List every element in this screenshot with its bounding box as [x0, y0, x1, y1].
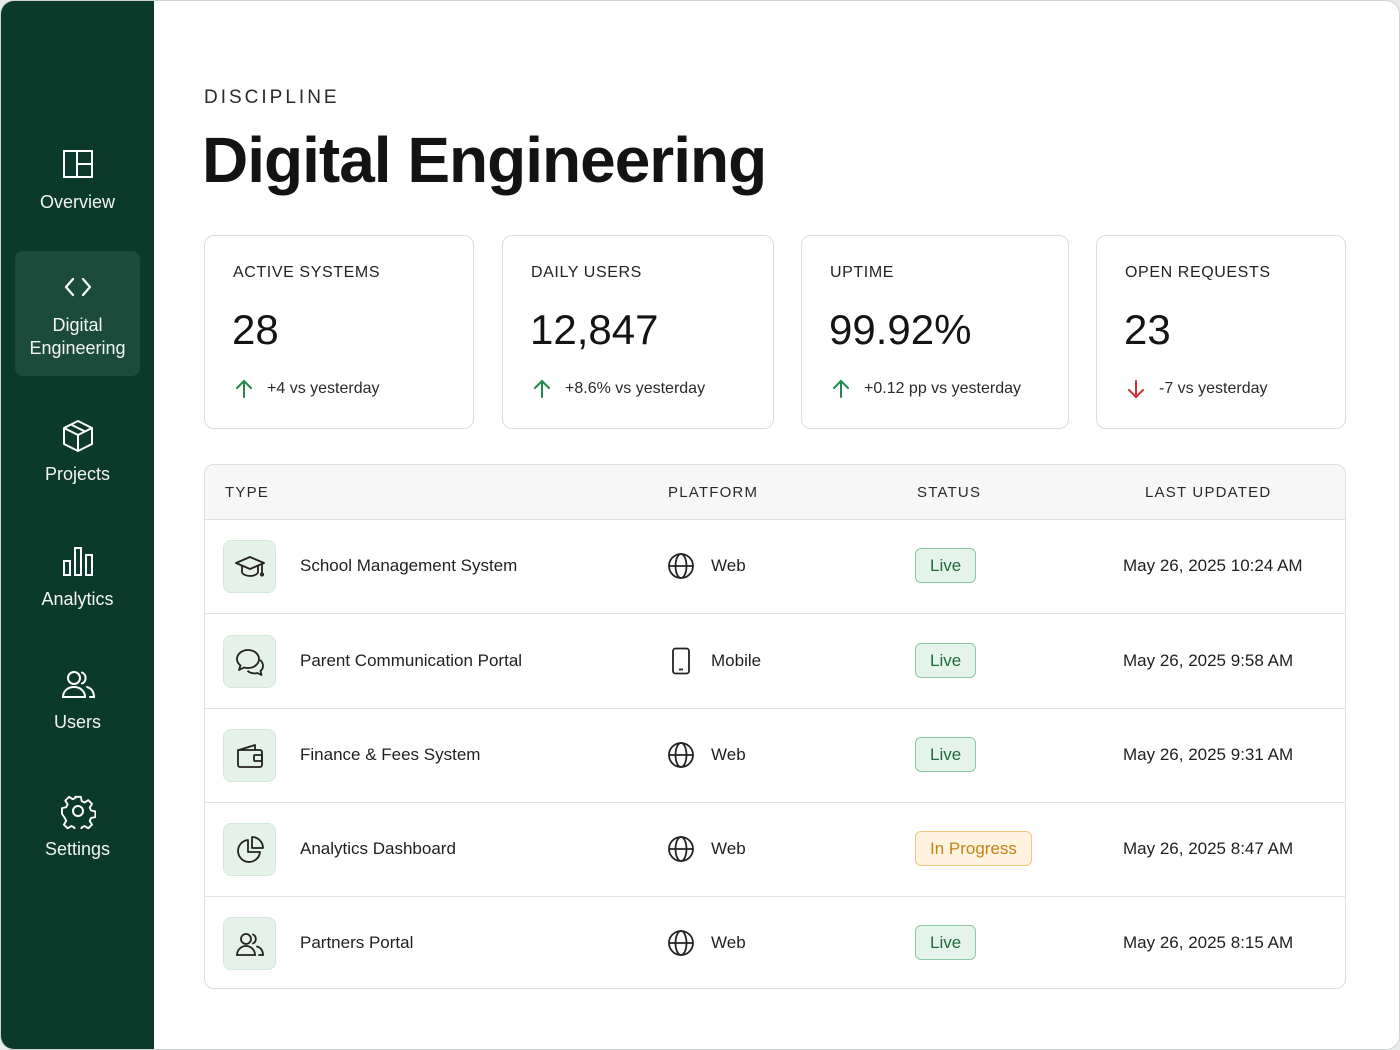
stat-card-open-requests: OPEN REQUESTS 23 -7 vs yesterday [1096, 235, 1346, 429]
stat-card-daily-users: DAILY USERS 12,847 +8.6% vs yesterday [502, 235, 774, 429]
system-name: Parent Communication Portal [300, 651, 523, 670]
stat-delta: +4 vs yesterday [233, 378, 380, 400]
pie-chart-icon [223, 823, 276, 876]
layout-icon [59, 145, 97, 183]
sidebar-item-label: Digital Engineering [29, 314, 126, 358]
status-badge: Live [915, 643, 977, 678]
status-badge: Live [915, 925, 977, 960]
stat-delta-text: +4 vs yesterday [267, 380, 380, 397]
mobile-icon [667, 647, 695, 675]
users-icon [59, 665, 97, 703]
sidebar-item-label: Settings [44, 838, 111, 859]
wallet-icon [223, 729, 276, 782]
code-icon [59, 268, 97, 306]
globe-icon [667, 552, 695, 580]
status-badge: Live [915, 548, 977, 583]
stat-value: 28 [232, 306, 279, 353]
platform-name: Web [711, 556, 746, 575]
page-eyebrow: DISCIPLINE [204, 87, 340, 108]
stat-value: 99.92% [829, 306, 972, 353]
sidebar-item-label: Analytics [41, 588, 114, 609]
last-updated: May 26, 2025 10:24 AM [1123, 556, 1303, 575]
stat-label: DAILY USERS [531, 264, 642, 281]
platform-name: Web [711, 933, 746, 952]
last-updated: May 26, 2025 8:47 AM [1123, 839, 1294, 858]
arrow-up-icon [833, 379, 849, 398]
graduation-cap-icon [223, 540, 276, 593]
column-header-platform[interactable]: PLATFORM [668, 484, 759, 501]
globe-icon [667, 835, 695, 863]
sidebar-item-users[interactable]: Users [15, 649, 140, 749]
status-badge: Live [915, 737, 977, 772]
last-updated: May 26, 2025 8:15 AM [1123, 933, 1294, 952]
platform-name: Mobile [711, 651, 762, 670]
stat-delta: +0.12 pp vs yesterday [830, 378, 1021, 400]
system-name: School Management System [300, 556, 518, 575]
stat-delta-text: -7 vs yesterday [1159, 380, 1268, 397]
systems-table: TYPE PLATFORM STATUS LAST UPDATED School… [204, 464, 1346, 989]
sidebar-item-label: Users [53, 711, 101, 732]
arrow-down-icon [1128, 380, 1144, 399]
stat-delta-text: +0.12 pp vs yesterday [864, 380, 1021, 397]
system-name: Finance & Fees System [300, 745, 481, 764]
last-updated: May 26, 2025 9:58 AM [1123, 651, 1294, 670]
sidebar-item-settings[interactable]: Settings [15, 776, 140, 876]
table-row[interactable]: School Management System Web Live May 26… [205, 520, 1345, 614]
arrow-up-icon [236, 379, 252, 398]
sidebar-item-analytics[interactable]: Analytics [15, 526, 140, 626]
platform-name: Web [711, 745, 746, 764]
last-updated: May 26, 2025 9:31 AM [1123, 745, 1294, 764]
stat-value: 12,847 [530, 306, 659, 353]
gear-icon [59, 792, 97, 830]
page-title: Digital Engineering [202, 124, 767, 196]
table-header: TYPE PLATFORM STATUS LAST UPDATED [205, 465, 1345, 520]
sidebar-item-label: Projects [44, 463, 111, 484]
stat-label: OPEN REQUESTS [1125, 264, 1271, 281]
column-header-type[interactable]: TYPE [225, 484, 269, 501]
stat-delta: +8.6% vs yesterday [531, 378, 705, 400]
system-name: Partners Portal [300, 933, 414, 952]
arrow-up-icon [534, 379, 550, 398]
stat-card-active-systems: ACTIVE SYSTEMS 28 +4 vs yesterday [204, 235, 474, 429]
system-name: Analytics Dashboard [300, 839, 456, 858]
stat-label: ACTIVE SYSTEMS [233, 264, 381, 281]
stat-label: UPTIME [830, 264, 895, 281]
table-row[interactable]: Finance & Fees System Web Live May 26, 2… [205, 709, 1345, 803]
globe-icon [667, 741, 695, 769]
sidebar-item-digital-engineering[interactable]: Digital Engineering [15, 251, 140, 376]
column-header-status[interactable]: STATUS [917, 484, 982, 501]
table-row[interactable]: Analytics Dashboard Web In Progress May … [205, 803, 1345, 897]
sidebar-item-overview[interactable]: Overview [15, 129, 140, 229]
sidebar-item-projects[interactable]: Projects [15, 401, 140, 501]
table-row[interactable]: Parent Communication Portal Mobile Live … [205, 615, 1345, 709]
status-badge: In Progress [915, 831, 1032, 866]
table-row[interactable]: Partners Portal Web Live May 26, 2025 8:… [205, 897, 1345, 988]
globe-icon [667, 929, 695, 957]
platform-name: Web [711, 839, 746, 858]
stat-delta-text: +8.6% vs yesterday [565, 380, 706, 397]
chat-bubbles-icon [223, 635, 276, 688]
bar-chart-icon [59, 542, 97, 580]
sidebar-item-label: Overview [39, 191, 115, 212]
box-icon [59, 417, 97, 455]
sidebar: Overview Digital Engineering Projects An… [1, 1, 154, 1049]
stat-card-uptime: UPTIME 99.92% +0.12 pp vs yesterday [801, 235, 1069, 429]
column-header-last-updated[interactable]: LAST UPDATED [1145, 484, 1272, 501]
stat-value: 23 [1124, 306, 1171, 353]
main-content: DISCIPLINE Digital Engineering ACTIVE SY… [154, 1, 1399, 1049]
stat-delta: -7 vs yesterday [1125, 378, 1267, 400]
users-icon [223, 917, 276, 970]
